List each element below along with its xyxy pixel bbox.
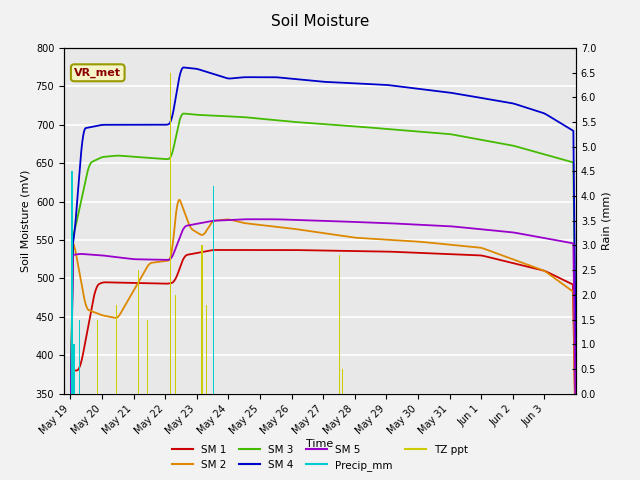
Bar [74,344,75,394]
Bar [71,171,72,394]
Bar [97,320,98,394]
Bar [202,245,203,394]
Text: Soil Moisture: Soil Moisture [271,14,369,29]
Bar [115,305,116,394]
Bar [342,369,344,394]
Bar [212,186,214,394]
Bar [205,305,207,394]
X-axis label: Time: Time [307,439,333,448]
Bar [339,255,340,394]
Bar [170,72,172,394]
Legend: SM 1, SM 2, SM 3, SM 4, SM 5, Precip_mm, TZ ppt: SM 1, SM 2, SM 3, SM 4, SM 5, Precip_mm,… [168,440,472,475]
Text: VR_met: VR_met [74,68,121,78]
Bar [175,295,176,394]
Y-axis label: Soil Moisture (mV): Soil Moisture (mV) [20,169,30,272]
Bar [79,320,80,394]
Y-axis label: Rain (mm): Rain (mm) [602,192,612,250]
Bar [138,270,139,394]
Bar [147,320,148,394]
